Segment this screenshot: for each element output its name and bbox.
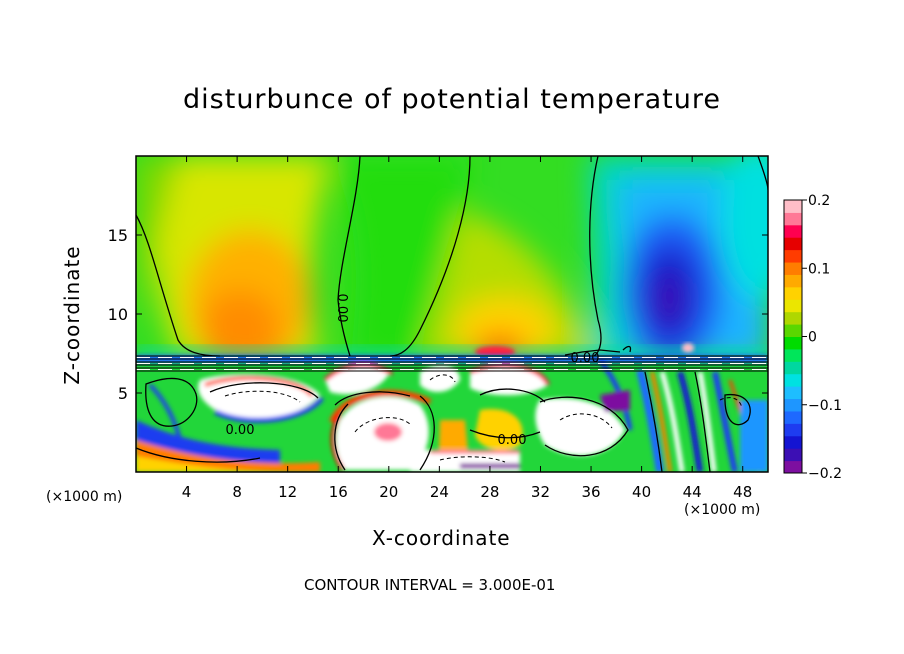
colorbar-swatch bbox=[784, 224, 802, 238]
colorbar-swatch bbox=[784, 212, 802, 226]
colorbar-swatch bbox=[784, 435, 802, 449]
colorbar-swatch bbox=[784, 336, 802, 350]
x-axis-label: X-coordinate bbox=[372, 526, 511, 550]
x-tick-label: 28 bbox=[480, 483, 499, 501]
colorbar-swatch bbox=[784, 448, 802, 462]
colorbar-swatch bbox=[784, 274, 802, 288]
x-tick-label: 16 bbox=[329, 483, 348, 501]
colorbar-tick-label: 0.2 bbox=[808, 193, 830, 209]
colorbar-tick-label: −0.2 bbox=[808, 466, 842, 482]
x-tick-label: 24 bbox=[430, 483, 449, 501]
colorbar-swatch bbox=[784, 237, 802, 251]
x-axis: 4 8 12 16 20 24 28 32 36 40 44 48 bbox=[182, 156, 752, 501]
colorbar-swatch bbox=[784, 398, 802, 412]
chart-title: disturbunce of potential temperature bbox=[183, 84, 721, 115]
x-tick-label: 48 bbox=[733, 483, 752, 501]
contour-value-label: 0.00 bbox=[334, 294, 349, 323]
colorbar-swatch bbox=[784, 299, 802, 313]
colorbar-swatch bbox=[784, 410, 802, 424]
colorbar-swatch bbox=[784, 348, 802, 362]
x-tick-label: 44 bbox=[683, 483, 702, 501]
colorbar-swatch bbox=[784, 460, 802, 474]
colorbar-swatch bbox=[784, 262, 802, 275]
colorbar-swatch bbox=[784, 249, 802, 263]
x-tick-label: 40 bbox=[632, 483, 651, 501]
heatmap-field bbox=[136, 156, 768, 472]
y-tick-label: 15 bbox=[108, 226, 128, 245]
contour-value-label: 0.00 bbox=[571, 351, 600, 366]
x-unit-right: (×1000 m) bbox=[684, 502, 761, 518]
y-tick-label: 5 bbox=[118, 384, 128, 403]
x-tick-label: 32 bbox=[531, 483, 550, 501]
colorbar-tick-label: 0.1 bbox=[808, 261, 830, 277]
x-tick-label: 36 bbox=[581, 483, 600, 501]
turbulent-lower-layer bbox=[136, 355, 768, 472]
negative-contour-lines bbox=[224, 374, 743, 463]
x-unit-left: (×1000 m) bbox=[46, 489, 123, 505]
y-tick-label: 10 bbox=[108, 305, 128, 324]
colorbar-swatch bbox=[784, 324, 802, 337]
colorbar-swatch bbox=[784, 311, 802, 325]
zero-contour-lines bbox=[136, 156, 768, 472]
y-axis: 5 10 15 bbox=[108, 226, 768, 403]
x-tick-label: 20 bbox=[379, 483, 398, 501]
contour-value-label: 0.00 bbox=[226, 423, 255, 438]
contour-value-label: 0.00 bbox=[498, 433, 527, 448]
y-axis-label: Z-coordinate bbox=[60, 245, 84, 385]
colorbar-swatch bbox=[784, 200, 802, 213]
colorbar-swatch bbox=[784, 286, 802, 300]
colorbar-swatch bbox=[784, 361, 802, 375]
x-tick-label: 12 bbox=[278, 483, 297, 501]
x-tick-label: 8 bbox=[232, 483, 242, 501]
x-tick-label: 4 bbox=[182, 483, 192, 501]
contour-interval-note: CONTOUR INTERVAL = 3.000E-01 bbox=[304, 576, 556, 594]
colorbar-swatch bbox=[784, 386, 802, 400]
contour-labels: 0.00 0.00 0.00 0.00 bbox=[226, 294, 600, 448]
colorbar-swatch bbox=[784, 423, 802, 437]
colorbar-tick-label: −0.1 bbox=[808, 398, 842, 414]
colorbar-swatch bbox=[784, 373, 802, 387]
colorbar-tick-label: 0 bbox=[808, 330, 817, 346]
colorbar: 0.2 0.1 0 −0.1 −0.2 bbox=[783, 193, 842, 482]
